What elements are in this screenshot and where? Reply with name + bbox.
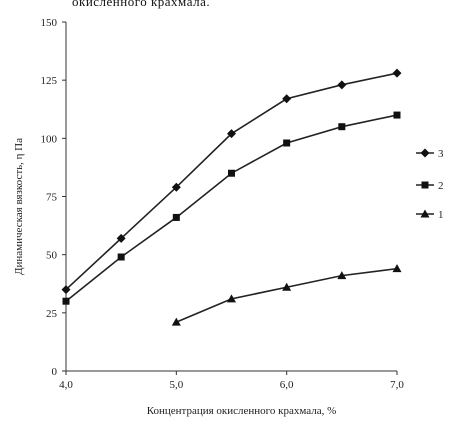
x-tick-label: 6,0 (280, 379, 294, 391)
series-1-point (282, 282, 292, 291)
legend-1-label: 1 (438, 209, 444, 221)
y-tick-label: 75 (46, 192, 58, 204)
series-3-line (65, 72, 398, 291)
y-tick-label: 25 (46, 308, 58, 320)
x-axis-label: Концентрация окисленного крахмала, % (147, 405, 337, 417)
series-2-point (283, 139, 291, 147)
legend-3-label: 3 (438, 148, 444, 160)
series-3-point (116, 233, 126, 243)
y-tick-labels: 0 25 50 75 100 125 150 (41, 17, 58, 378)
series-3-point (282, 94, 292, 104)
x-tick-label: 5,0 (169, 379, 183, 391)
chart-caption: окисленного крахмала. (72, 0, 211, 9)
x-tick-label: 7,0 (390, 379, 404, 391)
x-tick-label: 4,0 (59, 379, 73, 391)
chart-axes (62, 21, 398, 375)
series-3-point (227, 129, 236, 139)
legend-3-marker (420, 148, 430, 158)
series-1-point (227, 294, 236, 303)
series-2-point (338, 123, 346, 131)
series-1-point (392, 264, 402, 273)
series-2-point (62, 297, 70, 305)
series-lines (65, 72, 398, 323)
y-tick-label: 150 (41, 17, 58, 29)
series-2-line (65, 114, 398, 302)
series-2-point (393, 111, 401, 119)
series-2-point (117, 253, 125, 261)
series-2-point (228, 169, 235, 177)
series-3-point (61, 285, 71, 295)
series-3-point (171, 182, 181, 192)
x-tick-labels: 4,0 5,0 6,0 7,0 (59, 379, 404, 391)
series-1-line (176, 267, 398, 323)
series-3-point (392, 68, 402, 78)
legend-2-label: 2 (438, 180, 444, 192)
legend-2-marker (421, 181, 429, 189)
y-tick-label: 100 (41, 133, 58, 145)
y-tick-label: 0 (52, 366, 58, 378)
legend-1-marker (420, 209, 430, 218)
series-1-point (171, 317, 181, 326)
series-markers (61, 68, 402, 326)
series-1-point (337, 271, 347, 280)
legend: 3 2 1 (416, 148, 444, 221)
y-axis-label: Динамическая вязкость, η Па (13, 138, 25, 275)
series-2-point (172, 213, 180, 221)
y-tick-label: 50 (46, 250, 58, 262)
y-tick-label: 125 (41, 75, 58, 87)
series-3-point (337, 80, 347, 90)
